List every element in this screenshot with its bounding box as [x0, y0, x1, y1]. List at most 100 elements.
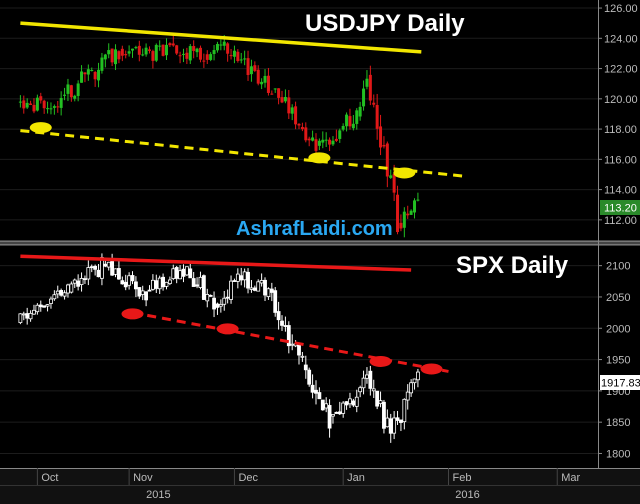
usdjpy-candle	[399, 214, 403, 232]
usdjpy-candle-body	[249, 66, 253, 75]
spx-candle	[358, 385, 363, 398]
spx-candle	[218, 299, 223, 313]
spx-candle-body	[215, 303, 220, 308]
spx-candle	[307, 367, 312, 387]
spx-candle	[144, 291, 149, 307]
spx-candle	[205, 288, 210, 308]
usdjpy-candle	[83, 72, 87, 83]
usdjpy-candle-body	[181, 53, 185, 55]
spx-candle	[327, 399, 332, 438]
usdjpy-candle-body	[358, 106, 362, 117]
usdjpy-candle	[42, 99, 46, 114]
usdjpy-candle-body	[141, 54, 145, 56]
spx-chart-title: SPX Daily	[456, 252, 569, 279]
usdjpy-candle	[338, 128, 342, 143]
spx-candle-body	[242, 271, 247, 281]
usdjpy-candle-body	[73, 95, 77, 99]
usdjpy-candle-body	[124, 54, 128, 56]
usdjpy-candle	[35, 94, 39, 112]
spx-candle-body	[225, 296, 230, 299]
spx-resistance-trendline	[20, 254, 412, 272]
usdjpy-candle-body	[66, 84, 70, 94]
usdjpy-candle	[365, 70, 369, 90]
usdjpy-candle	[375, 93, 379, 140]
spx-candle-body	[385, 417, 390, 428]
spx-candle-body	[232, 280, 237, 282]
usdjpy-candle	[253, 61, 257, 73]
spx-candle-body	[25, 313, 30, 319]
usdjpy-candle	[307, 136, 311, 147]
spx-candle-body	[348, 398, 352, 405]
usdjpy-candle	[209, 52, 213, 62]
spx-y-tick-label: 1800	[606, 448, 630, 460]
usdjpy-candle	[345, 112, 349, 132]
spx-candle-body	[154, 280, 159, 289]
spx-candle-body	[246, 271, 250, 289]
usdjpy-candle-body	[114, 49, 118, 65]
spx-candle-body	[72, 279, 77, 284]
spx-touch-marker	[121, 308, 144, 320]
spx-candle	[93, 264, 98, 276]
usdjpy-candle	[161, 44, 165, 57]
x-month-label: Dec	[238, 472, 258, 484]
usdjpy-candle-body	[416, 199, 420, 201]
spx-candle-body	[351, 400, 356, 406]
spx-candle-body	[106, 261, 111, 268]
spx-candle	[222, 290, 227, 311]
usdjpy-candle-body	[103, 54, 107, 60]
usdjpy-candle-body	[22, 100, 26, 109]
panel-separator[interactable]	[0, 240, 640, 246]
usdjpy-candle-body	[29, 103, 33, 105]
spx-candle-body	[184, 266, 189, 276]
usdjpy-candle-body	[239, 59, 243, 61]
usdjpy-candle	[29, 100, 33, 106]
usdjpy-candle-body	[178, 55, 182, 57]
usdjpy-y-tick-label: 126.00	[604, 3, 638, 15]
spx-candle-body	[147, 289, 152, 292]
usdjpy-candle-body	[46, 108, 50, 110]
x-year-label: 2015	[146, 489, 170, 501]
spx-candle	[368, 365, 373, 396]
usdjpy-candle	[243, 50, 247, 66]
usdjpy-y-tick-label: 122.00	[604, 64, 638, 76]
usdjpy-y-tick-label: 124.00	[604, 33, 638, 45]
spx-candle-body	[317, 392, 322, 400]
spx-candle-body	[269, 288, 274, 293]
usdjpy-candle-body	[25, 102, 29, 108]
usdjpy-candle	[73, 94, 77, 102]
usdjpy-candle-body	[331, 140, 335, 145]
usdjpy-candle	[379, 114, 383, 156]
usdjpy-last-price-box	[600, 200, 640, 215]
watermark-text: AshrafLaidi.com	[236, 218, 393, 240]
usdjpy-candle-body	[90, 70, 94, 72]
usdjpy-candle	[202, 53, 206, 68]
spx-candle-body	[256, 281, 261, 292]
usdjpy-candle-body	[307, 138, 311, 141]
spx-touch-marker	[216, 323, 239, 335]
usdjpy-candle	[402, 207, 406, 238]
spx-candle-body	[327, 405, 332, 429]
usdjpy-candle-body	[86, 69, 90, 75]
spx-candle-body	[174, 267, 179, 279]
usdjpy-candle	[246, 50, 250, 81]
usdjpy-candle	[317, 138, 321, 151]
usdjpy-candle	[175, 44, 179, 56]
spx-candle-body	[59, 290, 64, 296]
spx-candle-body	[249, 287, 254, 290]
usdjpy-candle-body	[212, 50, 216, 54]
spx-candle-body	[310, 384, 315, 393]
usdjpy-candle-body	[168, 43, 172, 46]
usdjpy-candle	[396, 185, 400, 235]
usdjpy-candle-body	[42, 100, 46, 109]
x-month-label: Feb	[453, 472, 472, 484]
usdjpy-candle-body	[338, 130, 342, 139]
usdjpy-candle	[144, 43, 148, 57]
usdjpy-candle-body	[195, 48, 199, 53]
spx-candle	[42, 305, 47, 308]
spx-candle-body	[405, 391, 410, 401]
usdjpy-candle-body	[69, 85, 73, 98]
usdjpy-candle-body	[52, 106, 56, 108]
spx-candle-body	[263, 279, 267, 296]
usdjpy-candle	[158, 40, 162, 51]
spx-candle	[134, 276, 138, 298]
